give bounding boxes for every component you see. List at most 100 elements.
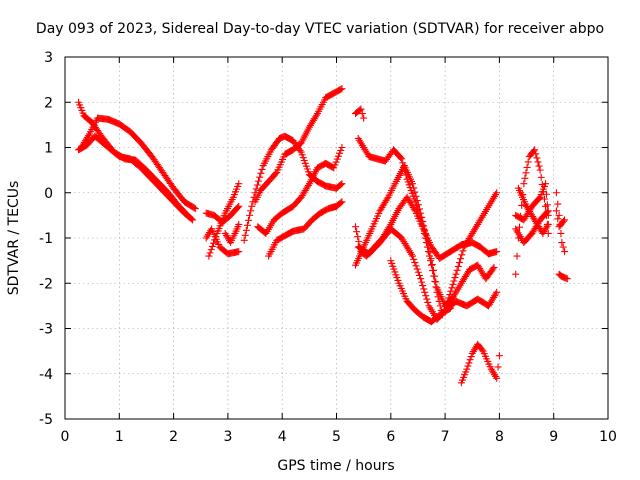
y-tick-label: -4 [39,367,53,383]
x-axis-label: GPS time / hours [277,458,394,474]
data-point [84,132,92,140]
data-point [411,198,419,206]
data-point [552,207,560,215]
data-point [537,173,545,181]
data-point [353,228,361,236]
x-tick-label: 1 [115,429,124,445]
data-point [235,220,243,228]
data-point [522,169,530,177]
series-track-r [457,340,503,387]
data-point [337,146,345,154]
data-point [554,215,562,223]
data-point [467,353,475,361]
data-point [235,202,243,210]
chart-title: Day 093 of 2023, Sidereal Day-to-day VTE… [36,21,604,37]
data-point [296,146,304,154]
data-point [490,263,498,271]
data-point [338,144,346,151]
y-tick-label: 2 [44,95,53,111]
data-point [419,225,427,233]
data-point [521,174,529,182]
data-point [258,165,266,173]
data-point [559,217,567,225]
data-point [337,181,345,189]
series-track-n [354,134,501,319]
data-point [190,204,198,212]
data-point [434,293,442,301]
data-point [189,216,197,224]
data-point [433,288,441,296]
data-point [409,180,417,188]
data-point [435,297,443,305]
x-tick-label: 6 [386,429,395,445]
data-point [417,275,425,283]
data-point [520,180,528,188]
x-tick-label: 5 [332,429,341,445]
series-track-x [552,207,569,231]
data-point [415,209,423,217]
data-point [420,229,428,237]
data-point [552,189,560,197]
series-track-b [77,114,199,213]
data-point [337,85,345,93]
data-point [383,195,391,203]
data-point [414,268,422,276]
data-point [337,199,345,207]
data-point [358,110,366,118]
data-point [352,223,360,231]
x-tick-label: 4 [278,429,287,445]
data-point [304,181,312,189]
data-point [489,265,497,273]
data-point [449,280,457,288]
data-point [410,255,418,263]
data-point [207,246,215,254]
series-track-o [354,225,501,323]
data-point [445,305,453,313]
series-track-k [265,198,346,260]
x-tick-label: 8 [495,429,504,445]
data-point [563,275,571,283]
data-point [458,251,466,259]
data-point [417,217,425,225]
data-point [330,164,338,172]
data-point [235,180,243,188]
data-point [421,288,429,296]
data-point [187,215,195,223]
data-point [428,261,436,269]
data-point [424,298,432,306]
data-point [493,189,501,197]
data-point [402,171,410,179]
data-point [465,359,473,367]
data-point [478,346,486,354]
data-point [540,195,548,203]
series-track-q [352,105,368,122]
y-tick-labels: 3 2 1 0 -1 -2 -3 -4 -5 [39,50,53,428]
data-point [312,111,320,119]
series-track-c [75,132,197,224]
data-point [211,236,219,244]
data-point [531,146,539,154]
data-point [248,202,256,210]
data-point [493,248,501,256]
data-point [494,363,502,371]
data-point [425,252,433,260]
data-point [208,242,216,250]
data-point [240,236,248,244]
data-point [542,190,550,198]
y-tick-label: 3 [44,50,53,66]
data-point [535,194,543,202]
data-point [555,211,563,219]
data-point [357,105,365,113]
data-point [257,169,265,177]
data-point [418,221,426,229]
series-track-y [555,270,571,283]
data-point [245,216,253,224]
data-point [535,162,543,170]
data-point [466,356,474,364]
data-point [398,155,406,163]
data-point [512,270,520,278]
data-point [536,166,544,174]
data-point [544,207,552,215]
data-point [464,362,472,370]
data-markers [75,85,571,387]
